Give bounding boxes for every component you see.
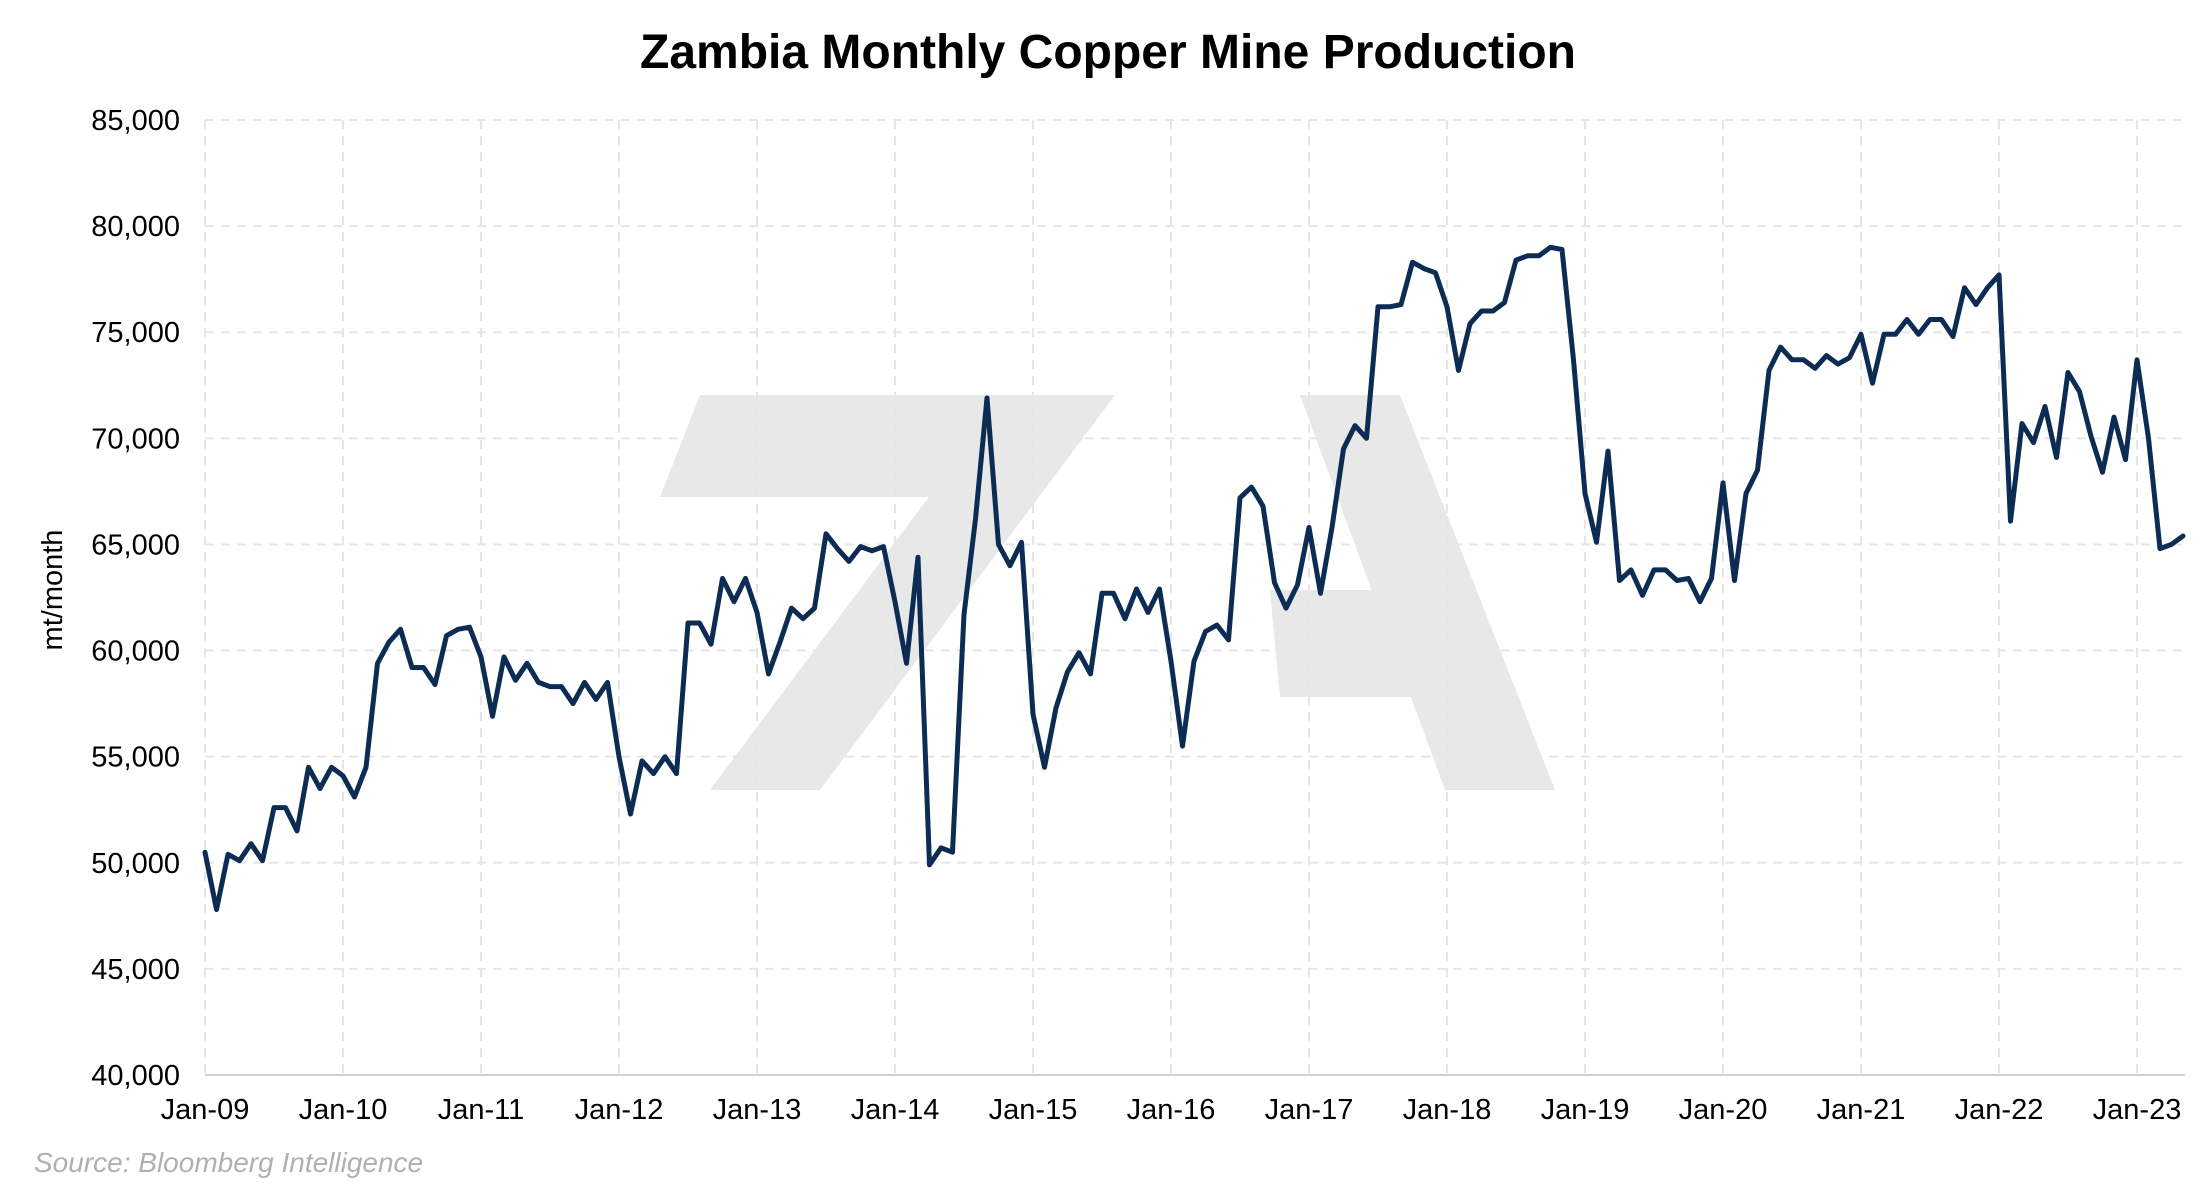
y-tick-label: 75,000 — [91, 317, 180, 349]
x-tick-label: Jan-15 — [989, 1094, 1078, 1126]
gridlines — [204, 119, 2185, 1075]
chart-title: Zambia Monthly Copper Mine Production — [640, 26, 1576, 79]
y-tick-label: 45,000 — [91, 954, 180, 986]
x-tick-label: Jan-20 — [1679, 1094, 1768, 1126]
y-tick-label: 70,000 — [91, 423, 180, 455]
y-tick-label: 60,000 — [91, 636, 180, 668]
axes: 40,000 45,000 50,000 55,000 60,000 65,000 70,0… — [91, 105, 2185, 1126]
x-tick-label: Jan-09 — [161, 1094, 250, 1126]
y-tick-label: 80,000 — [91, 211, 180, 243]
y-axis-title: mt/month — [37, 530, 69, 651]
x-tick-label: Jan-12 — [575, 1094, 664, 1126]
y-tick-label: 40,000 — [91, 1060, 180, 1092]
x-tick-label: Jan-17 — [1265, 1094, 1354, 1126]
x-tick-label: Jan-22 — [1955, 1094, 2044, 1126]
y-tick-label: 50,000 — [91, 848, 180, 880]
x-tick-label: Jan-19 — [1541, 1094, 1630, 1126]
x-tick-label: Jan-23 — [2093, 1094, 2182, 1126]
y-tick-label: 55,000 — [91, 742, 180, 774]
x-tick-label: Jan-16 — [1127, 1094, 1216, 1126]
x-tick-label: Jan-11 — [438, 1094, 525, 1126]
y-tick-label: 85,000 — [91, 105, 180, 137]
x-tick-label: Jan-10 — [299, 1094, 388, 1126]
x-tick-label: Jan-21 — [1817, 1094, 1906, 1126]
series-line — [202, 244, 2186, 912]
x-tick-label: Jan-18 — [1403, 1094, 1492, 1126]
source-note: Source: Bloomberg Intelligence — [34, 1147, 423, 1178]
x-tick-label: Jan-14 — [851, 1094, 940, 1126]
x-tick-label: Jan-13 — [713, 1094, 802, 1126]
y-tick-label: 65,000 — [91, 529, 180, 561]
series-layer — [202, 244, 2186, 912]
